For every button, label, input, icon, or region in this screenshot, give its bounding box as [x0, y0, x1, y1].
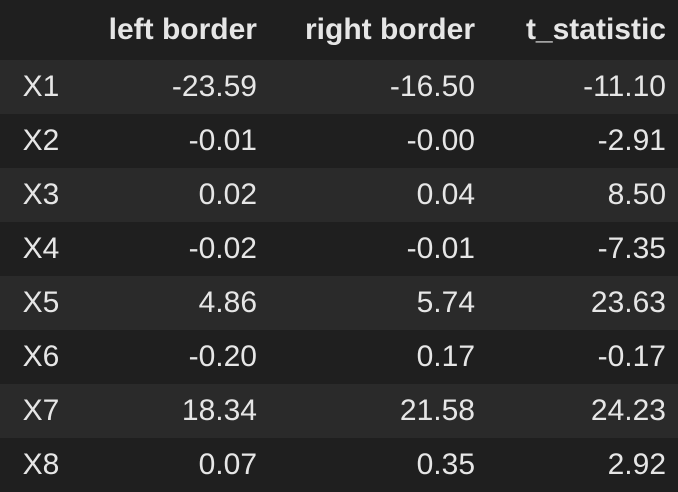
cell-right-border: 0.17 — [416, 340, 475, 373]
column-header-left-border: left border — [108, 13, 257, 46]
row-index: X7 — [22, 394, 60, 427]
cell-left-border: -0.20 — [188, 340, 257, 373]
cell-t-statistic: -0.17 — [597, 340, 666, 373]
row-index: X6 — [22, 340, 60, 373]
column-header-t-statistic: t_statistic — [525, 13, 666, 46]
index-header-corner — [0, 0, 82, 60]
cell-left-border: 18.34 — [181, 394, 257, 427]
row-index: X4 — [22, 232, 60, 265]
cell-left-border: 0.07 — [198, 448, 257, 481]
table-row: X8 0.07 0.35 2.92 — [0, 438, 678, 492]
table-header: left border right border t_statistic — [0, 0, 678, 60]
cell-t-statistic: -2.91 — [597, 124, 666, 157]
cell-right-border: -0.01 — [406, 232, 475, 265]
cell-left-border: -0.02 — [188, 232, 257, 265]
column-header-right-border: right border — [305, 13, 475, 46]
cell-right-border: -16.50 — [389, 70, 475, 103]
row-index: X5 — [22, 286, 60, 319]
cell-left-border: -0.01 — [188, 124, 257, 157]
table-body: X1 -23.59 -16.50 -11.10 X2 -0.01 -0.00 -… — [0, 60, 678, 492]
table-row: X3 0.02 0.04 8.50 — [0, 168, 678, 222]
cell-right-border: 5.74 — [416, 286, 475, 319]
cell-right-border: 21.58 — [399, 394, 475, 427]
header-row: left border right border t_statistic — [0, 0, 678, 60]
cell-t-statistic: 2.92 — [607, 448, 666, 481]
cell-right-border: -0.00 — [406, 124, 475, 157]
cell-t-statistic: 8.50 — [607, 178, 666, 211]
cell-right-border: 0.04 — [416, 178, 475, 211]
row-index: X1 — [22, 70, 60, 103]
table-row: X4 -0.02 -0.01 -7.35 — [0, 222, 678, 276]
cell-left-border: 0.02 — [198, 178, 257, 211]
cell-left-border: 4.86 — [198, 286, 257, 319]
table-row: X6 -0.20 0.17 -0.17 — [0, 330, 678, 384]
row-index: X2 — [22, 124, 60, 157]
cell-t-statistic: 23.63 — [590, 286, 666, 319]
row-index: X3 — [22, 178, 60, 211]
table-row: X7 18.34 21.58 24.23 — [0, 384, 678, 438]
table-row: X2 -0.01 -0.00 -2.91 — [0, 114, 678, 168]
row-index: X8 — [22, 448, 60, 481]
table-row: X5 4.86 5.74 23.63 — [0, 276, 678, 330]
cell-left-border: -23.59 — [171, 70, 257, 103]
table-row: X1 -23.59 -16.50 -11.10 — [0, 60, 678, 114]
cell-t-statistic: -11.10 — [583, 70, 666, 103]
cell-t-statistic: -7.35 — [597, 232, 666, 265]
cell-t-statistic: 24.23 — [590, 394, 666, 427]
cell-right-border: 0.35 — [416, 448, 475, 481]
